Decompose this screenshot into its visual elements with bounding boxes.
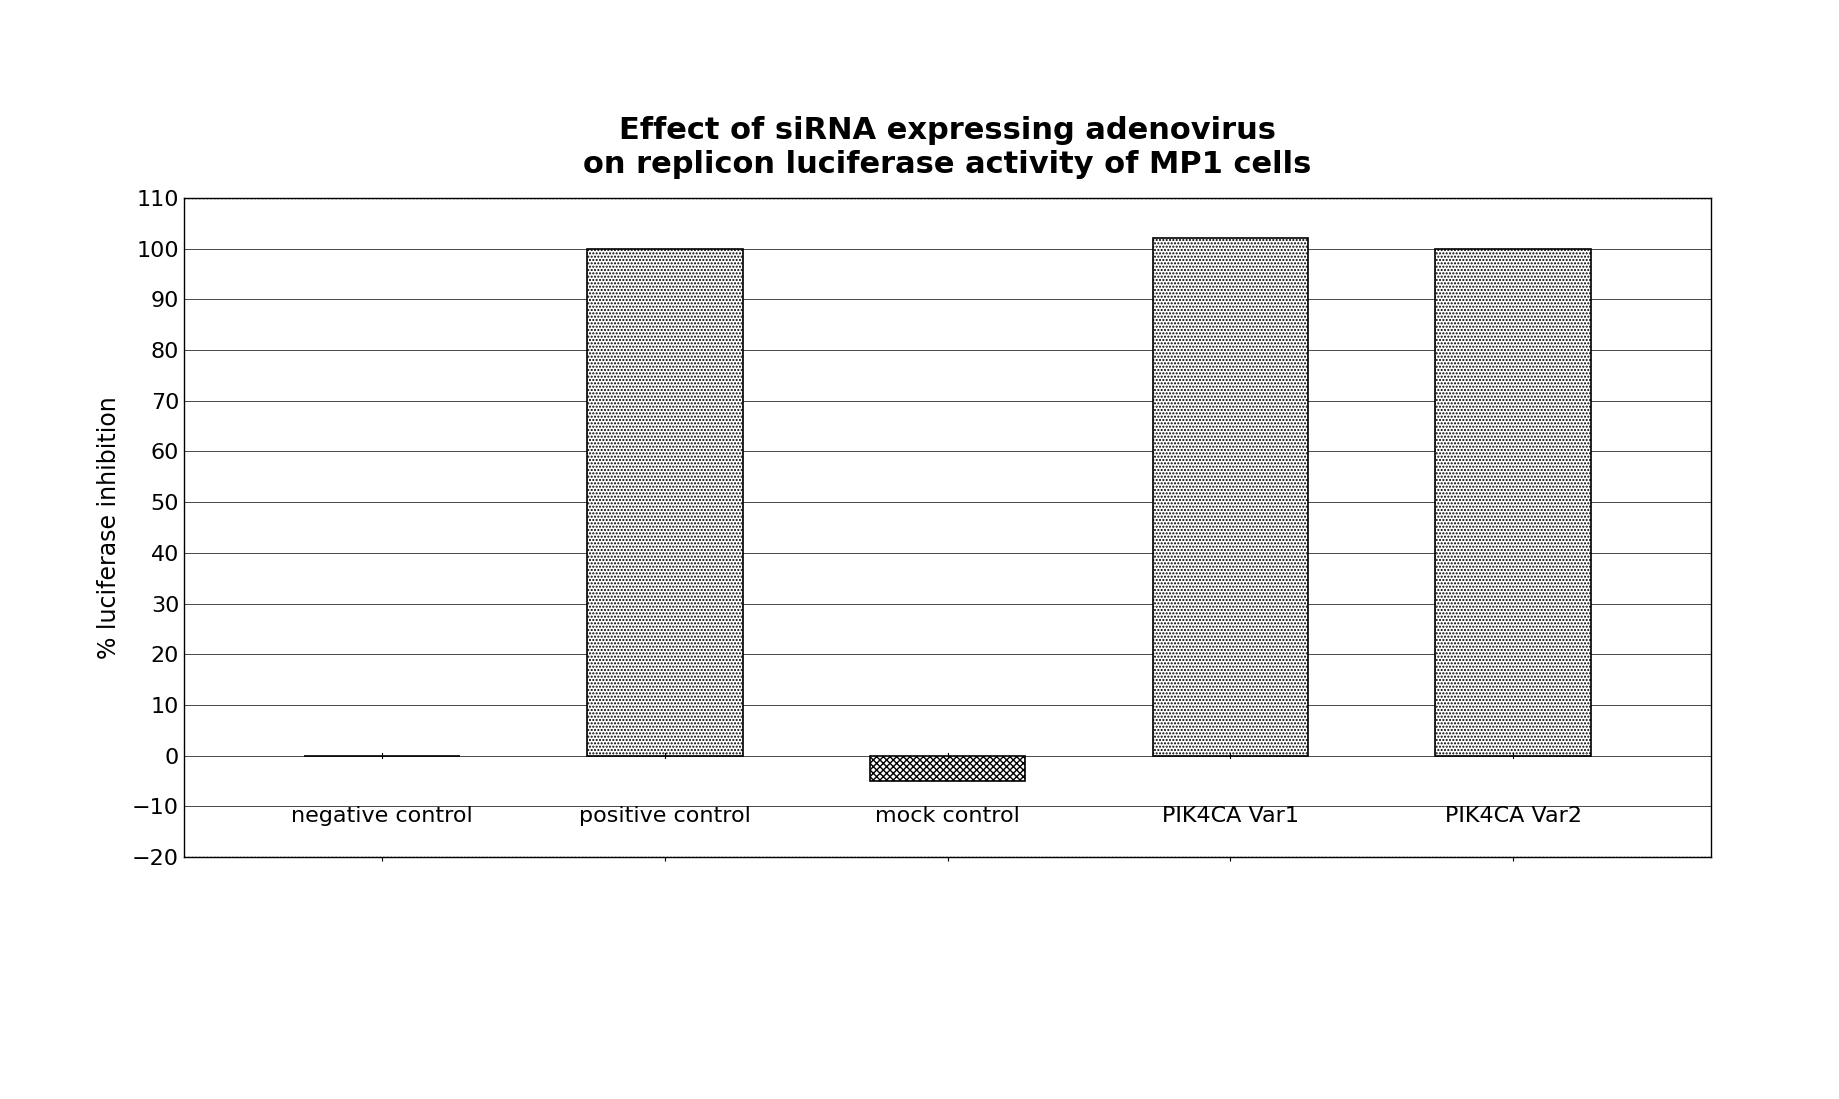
- Bar: [1151, 238, 1308, 756]
- Bar: [870, 756, 1024, 781]
- Bar: [1434, 248, 1591, 756]
- Text: negative control: negative control: [291, 807, 473, 826]
- Text: positive control: positive control: [579, 807, 750, 826]
- Text: mock control: mock control: [875, 807, 1019, 826]
- Text: PIK4CA Var1: PIK4CA Var1: [1160, 807, 1298, 826]
- Y-axis label: % luciferase inhibition: % luciferase inhibition: [97, 396, 121, 659]
- Text: PIK4CA Var2: PIK4CA Var2: [1444, 807, 1582, 826]
- Title: Effect of siRNA expressing adenovirus
on replicon luciferase activity of MP1 cel: Effect of siRNA expressing adenovirus on…: [583, 116, 1311, 179]
- Bar: [587, 248, 743, 756]
